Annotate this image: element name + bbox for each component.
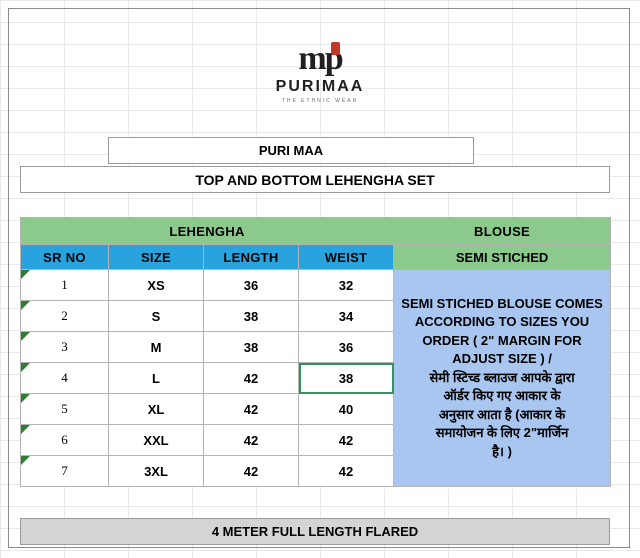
cell-weist: 40 [297,393,395,425]
blouse-note-line: ADJUST SIZE ) / [452,351,552,367]
cell-length: 42 [203,393,299,425]
cell-sr-no: 2 [20,300,109,332]
table-row: 1 XS 36 32 SEMI STICHED BLOUSE COMES ACC… [20,269,612,487]
cell-sr-no: 6 [20,424,109,456]
blouse-note-line: ORDER ( 2" MARGIN FOR [422,332,582,348]
cell-length: 42 [203,362,299,394]
logo-tagline: THE ETHNIC WEAR [281,98,359,104]
column-header-sr-no: SR NO [20,244,109,270]
cell-size: 3XL [108,455,204,487]
cell-length: 36 [203,269,299,301]
blouse-note-line: SEMI STICHED BLOUSE COMES [401,295,603,311]
cell-weist: 34 [297,300,395,332]
cell-sr-no: 1 [20,269,109,301]
footer-note-bar: 4 METER FULL LENGTH FLARED [20,518,610,545]
blouse-note-line-hindi: ऑर्डर किए गए आकार के [443,388,561,404]
group-header-blouse: BLOUSE [393,217,612,245]
cell-weist: 42 [297,424,395,456]
cell-length: 42 [203,424,299,456]
table-row: 7 3XL 42 42 [20,455,611,487]
cell-weist: 32 [297,269,395,301]
cell-length: 42 [203,455,299,487]
table-row: 2 S 38 34 [20,300,611,332]
blouse-note-line-hindi: अनुसार आता है (आकार के [438,406,566,422]
blouse-note-cell: SEMI STICHED BLOUSE COMES ACCORDING TO S… [393,269,612,487]
cell-size: XS [108,269,204,301]
cell-length: 38 [203,300,299,332]
cell-sr-no: 7 [20,455,109,487]
table-row: 6 XXL 42 42 [20,424,611,456]
cell-size: XXL [108,424,204,456]
cell-weist: 38 [297,362,395,394]
table-row: 3 M 38 36 [20,331,611,363]
cell-sr-no: 3 [20,331,109,363]
column-header-size: SIZE [108,244,204,270]
cell-size: L [108,362,204,394]
column-header-weist: WEIST [297,244,395,270]
cell-sr-no: 4 [20,362,109,394]
logo-red-dot-icon [331,42,340,55]
size-chart-table: LEHENGHA BLOUSE SR NO SIZE LENGTH WEIST … [19,217,612,487]
cell-length: 38 [203,331,299,363]
blouse-note-line: ACCORDING TO SIZES YOU [414,314,590,330]
sheet-outer-border [8,8,630,548]
table-column-header-row: SR NO SIZE LENGTH WEIST SEMI STICHED [20,244,612,270]
logo-brand-name: PURIMAA [275,78,365,95]
group-header-lehengha: LEHENGHA [19,217,395,245]
table-row: 5 XL 42 40 [20,393,611,425]
product-title-bar: TOP AND BOTTOM LEHENGHA SET [20,166,610,193]
blouse-note-line-hindi: समायोजन के लिए 2"मार्जिन [435,425,569,441]
cell-weist: 42 [297,455,395,487]
column-header-length: LENGTH [203,244,299,270]
cell-size: S [108,300,204,332]
column-header-semi-stiched: SEMI STICHED [393,244,612,270]
blouse-note-line-hindi: सेमी स्टिच्ड ब्लाउज आपके द्वारा [429,369,575,385]
cell-weist: 36 [297,331,395,363]
cell-size: XL [108,393,204,425]
brand-logo: mp PURIMAA THE ETHNIC WEAR [238,40,402,115]
table-group-header-row: LEHENGHA BLOUSE [19,217,612,245]
brand-title-bar: PURI MAA [108,137,474,164]
cell-size: M [108,331,204,363]
logo-monogram-mark: mp [238,40,402,78]
blouse-note-line-hindi: है। ) [492,443,512,459]
cell-sr-no: 5 [20,393,109,425]
